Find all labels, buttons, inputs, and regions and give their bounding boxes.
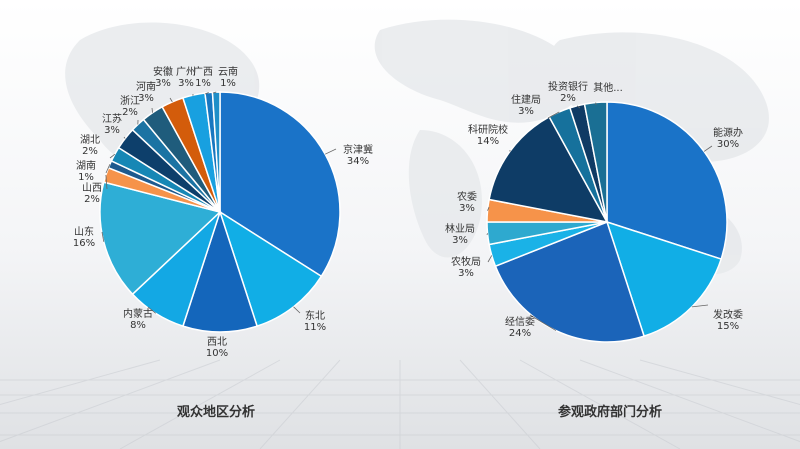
leader-line: [204, 92, 209, 95]
slice-percent-label: 3%: [104, 125, 120, 136]
leader-line: [691, 304, 709, 308]
slice-category-label: 科研院校: [468, 123, 508, 136]
leader-line: [105, 164, 111, 174]
leader-line: [101, 231, 105, 242]
pie-slice: [218, 210, 323, 328]
slice-percent-label: 2%: [122, 107, 138, 118]
slice-percent-label: 14%: [477, 136, 499, 147]
slice-category-label: 湖南: [76, 159, 96, 172]
slice-category-label: 云南: [218, 65, 238, 78]
slice-category-label: 经信委: [505, 315, 535, 328]
slice-percent-label: 2%: [560, 93, 576, 104]
slice-category-label: 住建局: [511, 93, 541, 106]
slice-percent-label: 10%: [206, 348, 228, 359]
slice-percent-label: 3%: [518, 106, 534, 117]
slice-category-label: 江苏: [102, 112, 122, 125]
leader-line: [529, 314, 557, 331]
leader-line: [576, 105, 581, 109]
leader-line: [486, 233, 488, 236]
slice-percent-label: 3%: [138, 93, 154, 104]
slice-category-label: 投资银行: [548, 80, 588, 93]
slice-percent-label: 3%: [452, 235, 468, 246]
slice-percent-label: 3%: [458, 268, 474, 279]
slice-percent-label: 2%: [84, 194, 100, 205]
pie-slice: [99, 181, 222, 296]
slice-category-label: 广州: [176, 66, 196, 78]
slice-percent-label: 2%: [82, 146, 98, 157]
pie-slice: [211, 91, 221, 213]
slice-category-label: 京津冀: [343, 143, 373, 156]
slice-category-label: 山东: [74, 225, 94, 238]
slice-category-label: 安徽: [153, 65, 173, 78]
leader-line: [487, 255, 493, 263]
pie-slice: [181, 209, 259, 333]
slice-category-label: 河南: [136, 80, 156, 93]
slice-percent-label: 1%: [78, 172, 94, 183]
slice-percent-label: 3%: [155, 78, 171, 89]
slice-category-label: 浙江: [120, 95, 140, 107]
leader-line: [487, 206, 490, 211]
region-chart-caption: 观众地区分析: [176, 405, 256, 420]
leader-line: [324, 148, 337, 155]
slice-percent-label: 3%: [459, 203, 475, 214]
slice-percent-label: 15%: [717, 321, 739, 332]
leader-line: [703, 145, 713, 152]
slice-percent-label: 8%: [130, 320, 146, 331]
slice-category-label: 农委: [457, 190, 477, 203]
slice-percent-label: 1%: [220, 78, 236, 89]
leader-line: [151, 107, 153, 113]
slice-percent-label: 34%: [347, 156, 369, 167]
slice-percent-label: 3%: [178, 78, 194, 89]
slice-category-label: 林业局: [445, 222, 475, 235]
leader-line: [547, 111, 560, 119]
slice-category-label: 发改委: [713, 308, 743, 321]
slice-percent-label: 24%: [509, 328, 531, 339]
slice-percent-label: 1%: [195, 78, 211, 89]
slice-category-label: 农牧局: [451, 255, 481, 268]
slice-category-label: 广西: [193, 66, 213, 78]
department-chart-caption: 参观政府部门分析: [557, 405, 663, 420]
pie-slice: [606, 101, 728, 261]
leader-line: [212, 91, 217, 94]
leader-line: [293, 306, 301, 314]
floor-grid: [0, 359, 800, 449]
slice-category-label: 其他...: [593, 81, 623, 94]
slice-category-label: 能源办: [713, 126, 743, 139]
slice-category-label: 湖北: [80, 134, 100, 146]
slice-category-label: 山西: [82, 182, 102, 194]
slice-category-label: 西北: [207, 336, 227, 348]
leader-line: [123, 136, 126, 139]
leader-line: [105, 174, 108, 190]
leader-line: [147, 306, 156, 314]
leader-line: [109, 153, 116, 159]
slice-percent-label: 16%: [73, 238, 95, 249]
leader-line: [169, 97, 173, 103]
slice-category-label: 东北: [305, 309, 325, 322]
slice-percent-label: 11%: [304, 322, 326, 333]
slice-category-label: 内蒙古: [123, 307, 153, 320]
slice-percent-label: 30%: [717, 139, 739, 150]
